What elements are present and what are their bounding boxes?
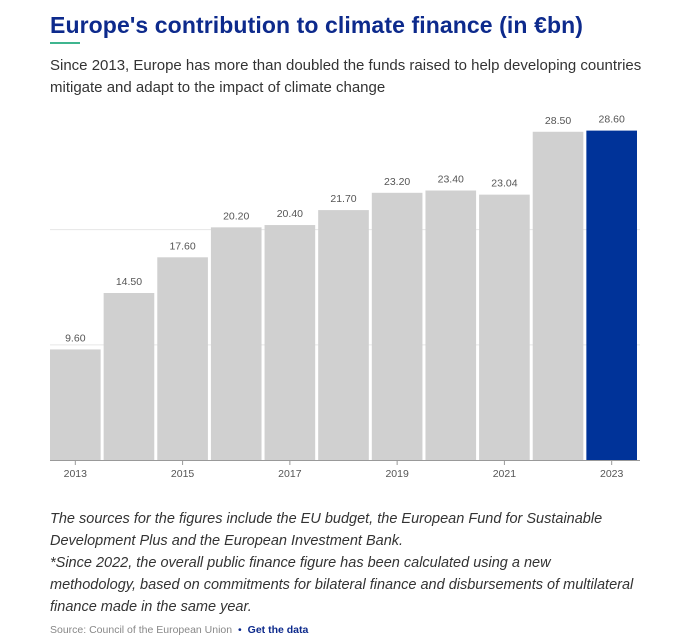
note-sources: The sources for the figures include the … xyxy=(50,511,603,549)
bar-2019[interactable] xyxy=(371,192,423,461)
bar-2015[interactable] xyxy=(157,257,208,460)
bar-2020[interactable] xyxy=(425,190,477,460)
title-accent-rule xyxy=(50,42,80,44)
bars xyxy=(50,130,637,461)
x-axis-ticks: 2013 2015 2017 2019 2021 2023 xyxy=(64,460,624,480)
bar-2021[interactable] xyxy=(479,194,530,460)
bar-2013[interactable] xyxy=(50,349,101,460)
x-tick-label: 2021 xyxy=(493,468,517,480)
bar-2022[interactable] xyxy=(532,131,584,461)
x-tick-label: 2017 xyxy=(278,468,302,480)
value-label: 23.04 xyxy=(491,178,517,190)
bar-2023[interactable] xyxy=(586,130,637,460)
bar-2014[interactable] xyxy=(103,293,155,460)
x-tick-label: 2013 xyxy=(64,468,88,480)
value-label: 14.50 xyxy=(116,276,142,288)
source-text: Source: Council of the European Union xyxy=(50,624,233,636)
value-label: 20.20 xyxy=(223,210,249,222)
value-label: 23.40 xyxy=(438,173,464,185)
source-line: Source: Council of the European Union • … xyxy=(50,624,308,636)
x-tick-label: 2023 xyxy=(600,468,624,480)
bar-2018[interactable] xyxy=(318,210,369,460)
value-label: 28.60 xyxy=(599,114,625,126)
value-label: 20.40 xyxy=(277,208,303,220)
get-the-data-link[interactable]: Get the data xyxy=(247,624,309,636)
chart-notes: The sources for the figures include the … xyxy=(50,508,640,618)
value-label: 17.60 xyxy=(169,240,195,252)
value-label: 9.60 xyxy=(65,332,86,344)
value-label: 28.50 xyxy=(545,115,571,127)
note-methodology: *Since 2022, the overall public finance … xyxy=(50,555,634,615)
value-labels: 9.60 14.50 17.60 20.20 20.40 21.70 23.20 23.40 2… xyxy=(65,114,625,345)
x-tick-label: 2019 xyxy=(385,468,409,480)
chart-title: Europe's contribution to climate finance… xyxy=(50,12,584,38)
source-separator: • xyxy=(238,624,242,636)
bar-2017[interactable] xyxy=(264,225,316,460)
chart-subtitle: Since 2013, Europe has more than doubled… xyxy=(50,57,642,96)
x-tick-label: 2015 xyxy=(171,468,195,480)
bar-2016[interactable] xyxy=(210,227,262,460)
value-label: 23.20 xyxy=(384,176,410,188)
value-label: 21.70 xyxy=(330,193,356,205)
